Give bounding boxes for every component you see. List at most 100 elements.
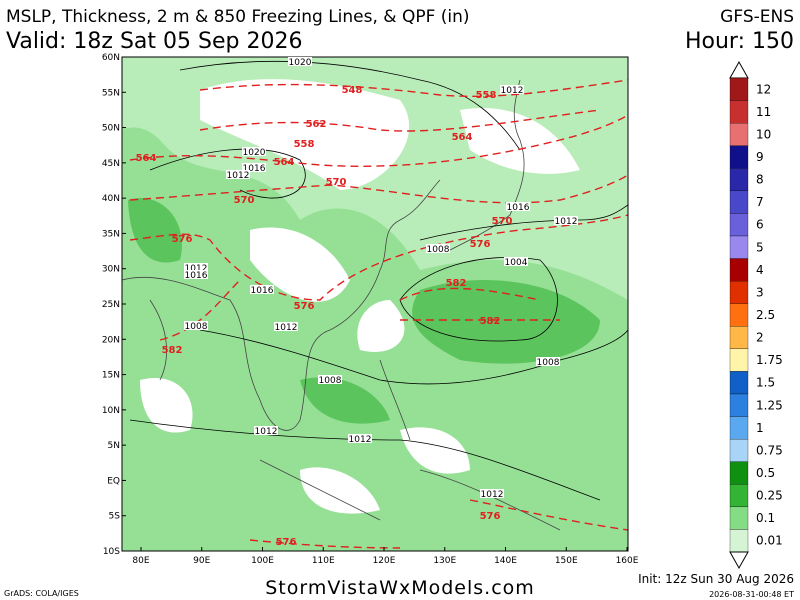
precip-field [122, 57, 628, 551]
thickness-label: 576 [172, 234, 193, 245]
init-time: Init: 12z Sun 30 Aug 2026 [638, 572, 794, 586]
colorbar-swatch [729, 371, 749, 395]
forecast-hour: Hour: 150 [685, 29, 794, 54]
colorbar-swatch [729, 190, 749, 214]
isobar-label-bg [242, 147, 266, 156]
colorbar-label: 0.75 [756, 443, 783, 457]
thickness-label: 562 [306, 119, 327, 130]
colorbar-bottom-arrow [729, 551, 749, 570]
isobar-label-bg [536, 357, 560, 366]
colorbar: 12 11 10 9 8 7 6 5 4 3 2.5 2 1.75 1.5 1.25 1 0.75 0.5 0.25… [729, 60, 783, 570]
thickness-label: 576 [276, 537, 297, 548]
colorbar-label: 12 [756, 82, 771, 96]
colorbar-label: 5 [756, 240, 764, 254]
colorbar-swatch [729, 280, 749, 304]
lat-label: 20N [102, 335, 120, 345]
timestamp: 2026-08-31-00:48 ET [709, 590, 794, 599]
colorbar-swatch [729, 168, 749, 192]
isobar-label: 1008 [427, 245, 450, 255]
lon-label: 150E [555, 556, 578, 566]
lon-label: 100E [251, 556, 274, 566]
colorbar-label: 6 [756, 218, 764, 232]
colorbar-label: 10 [756, 127, 771, 141]
thickness-label: 570 [234, 195, 255, 206]
isobar-label-bg [184, 321, 208, 330]
lat-label: 40N [102, 194, 120, 204]
colorbar-swatch [729, 393, 749, 417]
colorbar-label: 0.1 [756, 511, 775, 525]
lat-label: 60N [102, 53, 120, 63]
colorbar-label: 2.5 [756, 308, 775, 322]
colorbar-swatch [729, 484, 749, 508]
lat-label: 45N [102, 159, 120, 169]
colorbar-label: 0.01 [756, 534, 783, 548]
thickness-label: 564 [452, 132, 473, 143]
dry-areas [140, 79, 580, 514]
colorbar-swatch [729, 100, 749, 124]
thickness-label: 558 [294, 139, 315, 150]
isobar-label-bg [250, 285, 274, 294]
isobar-label-bg [426, 244, 450, 253]
colorbar-label: 11 [756, 105, 771, 119]
coastlines [121, 79, 561, 531]
isobar-label-bg [504, 257, 528, 266]
lon-label: 80E [132, 556, 149, 566]
isobar-label-bg [226, 170, 250, 179]
map-area: 60N 55N 50N 45N 40N 35N 30N 25N 20N 15N 10N 5N EQ 5S 1… [102, 53, 639, 566]
colorbar-swatch [729, 122, 749, 146]
isobar-label-bg [274, 322, 298, 331]
lat-label: 25N [102, 300, 120, 310]
isobar-label-bg [288, 57, 312, 66]
lat-label: 10S [103, 547, 120, 557]
isobar-label: 1008 [185, 322, 208, 332]
colorbar-label: 0.5 [756, 466, 775, 480]
lon-label: 90E [193, 556, 210, 566]
thickness-label: 576 [470, 239, 491, 250]
isobar-label-bg [554, 216, 578, 225]
isobar-label: 1012 [555, 217, 578, 227]
isobar-label: 1012 [275, 323, 298, 333]
isobar-label-bg [184, 263, 208, 272]
isobar-label: 1016 [251, 286, 274, 296]
colorbar-swatch [729, 506, 749, 530]
lat-label: 5S [109, 512, 121, 522]
title: MSLP, Thickness, 2 m & 850 Freezing Line… [6, 7, 470, 27]
colorbar-swatch [729, 258, 749, 282]
colorbar-label: 1.5 [756, 376, 775, 390]
valid-time: Valid: 18z Sat 05 Sep 2026 [6, 29, 302, 54]
precip-moderate [128, 198, 600, 424]
colorbar-swatch [729, 303, 749, 327]
thickness-label: 564 [274, 157, 295, 168]
site-name: StormVistaWxModels.com [265, 577, 535, 599]
colorbar-label: 1.25 [756, 398, 783, 412]
isobar-label: 1016 [185, 271, 208, 281]
isobar-label: 1016 [507, 203, 530, 213]
isobar-label: 1020 [289, 58, 312, 68]
isobar-label: 1008 [319, 376, 342, 386]
colorbar-label: 9 [756, 150, 764, 164]
isobar-label: 1012 [349, 435, 372, 445]
thickness-label: 576 [480, 511, 501, 522]
thickness-lines [129, 79, 629, 549]
thickness-label: 582 [162, 345, 183, 356]
grads-credit: GrADS: COLA/IGES [4, 589, 79, 598]
isobar-label: 1016 [243, 164, 266, 174]
lon-label: 160E [616, 556, 639, 566]
lat-label: 15N [102, 371, 120, 381]
map-labels: 60N 55N 50N 45N 40N 35N 30N 25N 20N 15N 10N 5N EQ 5S 1… [102, 53, 639, 566]
isobar-label: 1012 [227, 171, 250, 181]
lon-label: 140E [494, 556, 517, 566]
isobar-label-bg [242, 163, 266, 172]
colorbar-swatch [729, 77, 749, 101]
lat-label: 30N [102, 265, 120, 275]
colorbar-swatch [729, 438, 749, 462]
thickness-label: 582 [480, 316, 501, 327]
colorbar-label: 8 [756, 173, 764, 187]
isobar-label: 1012 [481, 490, 504, 500]
colorbar-swatch [729, 348, 749, 372]
thickness-label: 564 [136, 153, 157, 164]
thickness-label: 558 [476, 90, 497, 101]
lat-label: 5N [108, 441, 120, 451]
colorbar-swatch [729, 461, 749, 485]
model: GFS-ENS [720, 7, 794, 27]
